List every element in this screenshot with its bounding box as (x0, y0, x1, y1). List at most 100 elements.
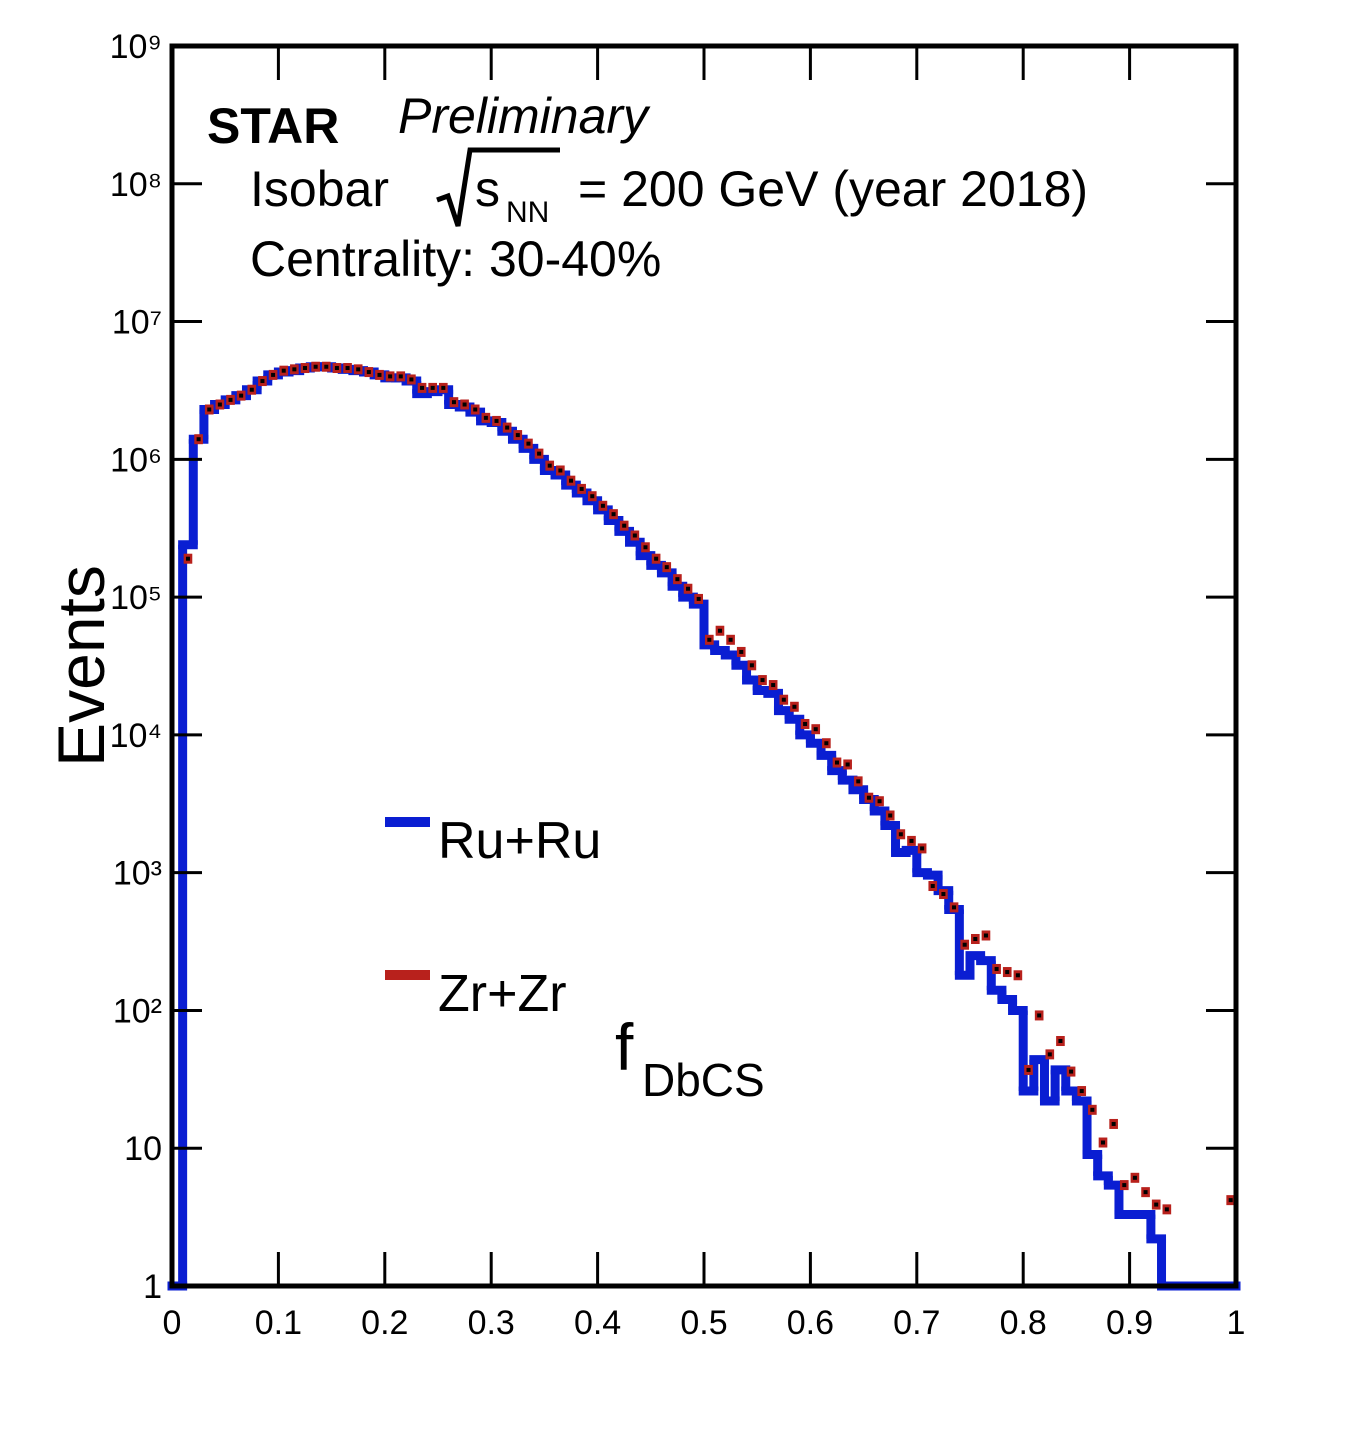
marker-dot (515, 433, 520, 438)
marker-dot (622, 523, 627, 528)
marker-dot (494, 418, 499, 423)
marker-dot (930, 884, 935, 889)
marker-dot (430, 385, 435, 390)
marker-dot (1228, 1198, 1233, 1203)
marker-dot (483, 415, 488, 420)
y-tick-label: 10⁹ (110, 28, 162, 66)
marker-dot (717, 628, 722, 633)
marker-dot (334, 366, 339, 371)
marker-dot (356, 367, 361, 372)
marker-dot (366, 370, 371, 375)
marker-dot (962, 942, 967, 947)
y-tick-label: 10⁵ (110, 579, 162, 617)
marker-dot (781, 697, 786, 702)
marker-dot (239, 393, 244, 398)
marker-dot (600, 503, 605, 508)
x-tick-label: 0.8 (1000, 1304, 1047, 1342)
energy-subscript: NN (506, 196, 549, 229)
marker-dot (888, 813, 893, 818)
x-axis-label-subscript: DbCS (642, 1054, 765, 1106)
marker-dot (856, 779, 861, 784)
marker-dot (1090, 1107, 1095, 1112)
marker-dot (803, 721, 808, 726)
marker-dot (898, 832, 903, 837)
experiment-label: STAR (207, 98, 339, 154)
marker-dot (579, 486, 584, 491)
marker-dot (271, 372, 276, 377)
system-label: Isobar (250, 161, 389, 217)
marker-dot (1101, 1140, 1105, 1145)
marker-dot (409, 377, 414, 382)
marker-dot (388, 374, 393, 379)
x-tick-label: 0.9 (1106, 1304, 1153, 1342)
marker-dot (611, 512, 616, 517)
marker-dot (707, 637, 712, 642)
marker-dot (1037, 1013, 1042, 1018)
y-tick-label: 10⁸ (110, 166, 162, 204)
x-tick-label: 1 (1227, 1304, 1246, 1342)
marker-dot (952, 905, 957, 910)
marker-dot (983, 933, 988, 938)
marker-dot (377, 372, 382, 377)
x-tick-label: 0.5 (680, 1304, 727, 1342)
x-tick-label: 0.2 (361, 1304, 408, 1342)
marker-dot (973, 937, 978, 942)
marker-dot (675, 577, 680, 582)
legend-label: Ru+Ru (438, 812, 601, 870)
marker-dot (1005, 970, 1010, 975)
marker-dot (877, 799, 882, 804)
marker-dot (994, 966, 999, 971)
marker-dot (260, 379, 265, 384)
marker-dot (686, 586, 691, 591)
x-tick-label: 0.1 (255, 1304, 302, 1342)
marker-dot (1111, 1121, 1116, 1126)
marker-dot (1154, 1202, 1159, 1207)
status-label: Preliminary (398, 88, 651, 144)
marker-dot (345, 366, 350, 371)
marker-dot (1132, 1175, 1137, 1180)
y-axis-label: Events (44, 565, 118, 767)
marker-dot (324, 364, 329, 369)
x-tick-label: 0 (163, 1304, 182, 1342)
marker-dot (569, 478, 573, 483)
marker-dot (281, 368, 286, 373)
marker-dot (1122, 1183, 1127, 1188)
centrality-label: Centrality: 30-40% (250, 231, 661, 287)
y-tick-label: 10³ (113, 855, 162, 893)
marker-dot (941, 892, 946, 897)
marker-dot (1069, 1069, 1074, 1074)
y-tick-label: 10⁷ (112, 304, 162, 342)
marker-dot (664, 565, 669, 570)
marker-dot (292, 367, 297, 372)
marker-dot (909, 838, 914, 843)
sqrt-sign (436, 147, 560, 227)
marker-dot (1164, 1207, 1169, 1212)
x-axis-label: f (615, 1010, 634, 1084)
energy-symbol: s (475, 161, 500, 217)
marker-dot (1047, 1052, 1052, 1057)
x-tick-label: 0.4 (574, 1304, 621, 1342)
y-tick-label: 1 (143, 1268, 162, 1306)
marker-dot (632, 533, 637, 538)
x-tick-label: 0.3 (468, 1304, 515, 1342)
x-tick-label: 0.7 (893, 1304, 940, 1342)
marker-dot (196, 437, 201, 442)
x-tick-label: 0.6 (787, 1304, 834, 1342)
marker-dot (643, 545, 648, 550)
marker-dot (558, 468, 563, 473)
y-tick-label: 10 (124, 1130, 162, 1168)
marker-dot (845, 762, 850, 767)
marker-dot (824, 741, 829, 746)
marker-dot (185, 556, 190, 561)
marker-dot (1026, 1067, 1031, 1072)
marker-dot (760, 678, 765, 683)
marker-dot (813, 727, 818, 732)
marker-dot (303, 366, 307, 371)
marker-dot (249, 387, 254, 392)
marker-dot (920, 846, 925, 851)
legend-label: Zr+Zr (438, 965, 567, 1023)
marker-dot (728, 637, 733, 642)
marker-dot (441, 385, 446, 390)
